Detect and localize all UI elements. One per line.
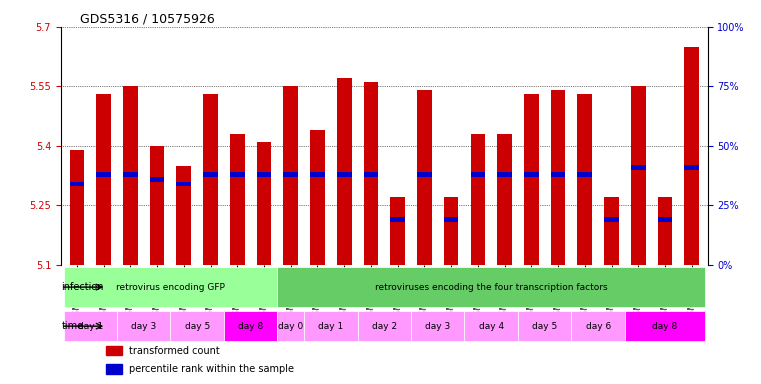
Bar xyxy=(123,172,138,177)
Bar xyxy=(497,134,512,265)
Text: day 3: day 3 xyxy=(425,322,451,331)
Bar xyxy=(658,217,672,222)
Bar xyxy=(177,182,191,186)
FancyBboxPatch shape xyxy=(224,311,278,341)
Text: day 2: day 2 xyxy=(371,322,397,331)
Text: retroviruses encoding the four transcription factors: retroviruses encoding the four transcrip… xyxy=(375,283,607,291)
FancyBboxPatch shape xyxy=(64,267,278,307)
Text: transformed count: transformed count xyxy=(129,346,220,356)
FancyBboxPatch shape xyxy=(518,311,572,341)
Bar xyxy=(604,217,619,222)
Bar xyxy=(444,217,458,222)
Bar xyxy=(551,90,565,265)
FancyBboxPatch shape xyxy=(117,311,170,341)
FancyBboxPatch shape xyxy=(358,311,411,341)
Bar xyxy=(69,150,84,265)
Bar xyxy=(658,197,672,265)
Bar xyxy=(107,346,123,355)
Bar xyxy=(470,134,486,265)
Text: day 5: day 5 xyxy=(532,322,557,331)
Text: day 1: day 1 xyxy=(78,322,103,331)
Bar xyxy=(470,172,486,177)
Bar xyxy=(256,142,272,265)
Bar xyxy=(390,217,405,222)
Bar xyxy=(177,166,191,265)
Bar xyxy=(551,172,565,177)
Bar xyxy=(310,172,325,177)
Text: day 1: day 1 xyxy=(318,322,343,331)
Text: day 6: day 6 xyxy=(585,322,611,331)
FancyBboxPatch shape xyxy=(464,311,518,341)
Bar xyxy=(524,172,539,177)
Bar xyxy=(631,86,645,265)
Bar xyxy=(364,172,378,177)
FancyBboxPatch shape xyxy=(625,311,705,341)
Text: time: time xyxy=(62,321,84,331)
Bar xyxy=(337,172,352,177)
Bar xyxy=(390,197,405,265)
Bar xyxy=(417,90,431,265)
FancyBboxPatch shape xyxy=(170,311,224,341)
Bar xyxy=(283,86,298,265)
Bar xyxy=(256,172,272,177)
Bar xyxy=(684,47,699,265)
FancyBboxPatch shape xyxy=(572,311,625,341)
FancyBboxPatch shape xyxy=(278,267,705,307)
Bar xyxy=(203,94,218,265)
Bar xyxy=(417,172,431,177)
Text: day 0: day 0 xyxy=(278,322,304,331)
Text: percentile rank within the sample: percentile rank within the sample xyxy=(129,364,294,374)
Bar xyxy=(107,364,123,374)
Bar xyxy=(123,86,138,265)
Bar xyxy=(337,78,352,265)
Bar xyxy=(444,197,458,265)
FancyBboxPatch shape xyxy=(278,311,304,341)
Text: day 5: day 5 xyxy=(185,322,210,331)
Bar xyxy=(150,146,164,265)
Bar xyxy=(97,172,111,177)
Text: day 4: day 4 xyxy=(479,322,504,331)
Text: day 3: day 3 xyxy=(131,322,156,331)
Bar xyxy=(578,94,592,265)
Bar xyxy=(524,94,539,265)
Bar xyxy=(604,197,619,265)
Bar xyxy=(283,172,298,177)
Text: day 8: day 8 xyxy=(652,322,677,331)
Text: infection: infection xyxy=(62,282,104,292)
FancyBboxPatch shape xyxy=(411,311,464,341)
Bar xyxy=(364,83,378,265)
Text: retrovirus encoding GFP: retrovirus encoding GFP xyxy=(116,283,225,291)
Bar xyxy=(150,177,164,182)
Bar xyxy=(230,172,244,177)
Text: day 8: day 8 xyxy=(238,322,263,331)
Text: GDS5316 / 10575926: GDS5316 / 10575926 xyxy=(81,13,215,26)
Bar xyxy=(684,165,699,170)
Bar xyxy=(97,94,111,265)
Bar xyxy=(203,172,218,177)
Bar xyxy=(69,182,84,186)
FancyBboxPatch shape xyxy=(304,311,358,341)
Bar xyxy=(230,134,244,265)
Bar xyxy=(578,172,592,177)
Bar xyxy=(310,130,325,265)
Bar xyxy=(631,165,645,170)
Bar xyxy=(497,172,512,177)
FancyBboxPatch shape xyxy=(64,311,117,341)
